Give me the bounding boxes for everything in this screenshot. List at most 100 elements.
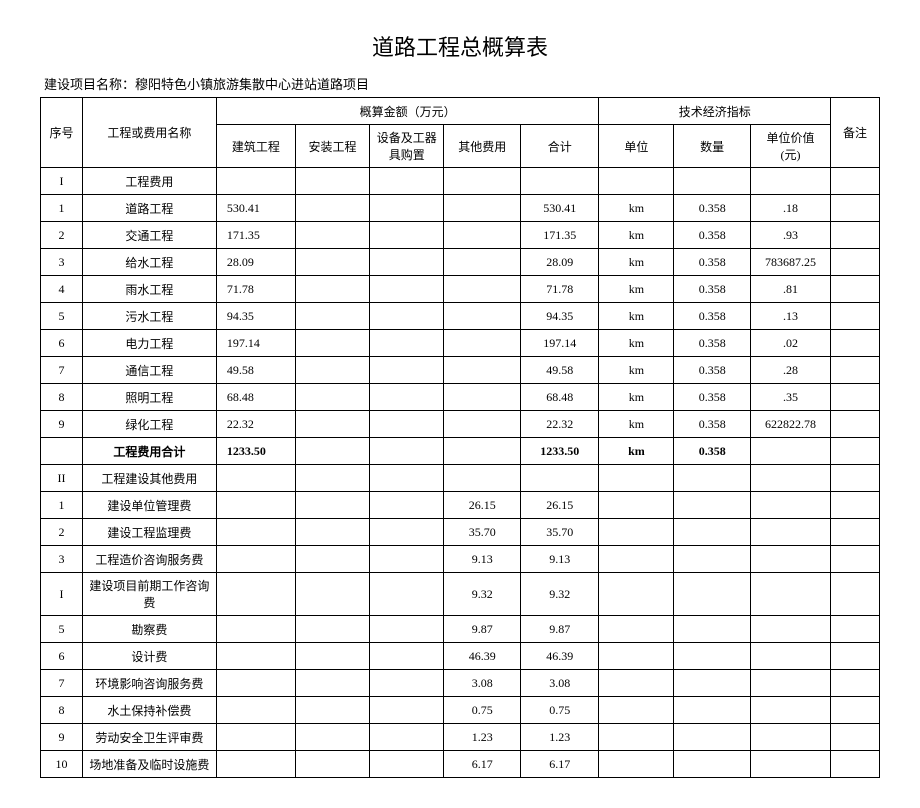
cell-c7: 0.358 [674,249,751,276]
cell-c7 [674,751,751,778]
cell-c2 [295,643,369,670]
cell-c2 [295,411,369,438]
cell-c4: 6.17 [444,751,521,778]
cell-c1: 68.48 [216,384,295,411]
cell-c5 [521,168,599,195]
cell-c7: 0.358 [674,195,751,222]
cell-c7: 0.358 [674,438,751,465]
cell-seq: 8 [41,384,83,411]
cell-c4: 1.23 [444,724,521,751]
cell-c1 [216,724,295,751]
cell-c2 [295,546,369,573]
cell-c4: 9.32 [444,573,521,616]
cell-c4: 46.39 [444,643,521,670]
cell-name: 劳动安全卫生评审费 [83,724,217,751]
cell-c2 [295,492,369,519]
table-row: 3工程造价咨询服务费9.139.13 [41,546,880,573]
cell-c3 [370,438,444,465]
cell-c5: 35.70 [521,519,599,546]
table-row: 3给水工程28.0928.09km0.358783687.25 [41,249,880,276]
cell-name: 建设工程监理费 [83,519,217,546]
table-row: 2交通工程171.35171.35km0.358.93 [41,222,880,249]
cell-c3 [370,303,444,330]
cell-seq: 9 [41,724,83,751]
cell-c4 [444,222,521,249]
cell-c7 [674,465,751,492]
cell-c8 [750,519,830,546]
cell-c9 [831,222,880,249]
cell-c1 [216,546,295,573]
cell-c8: 783687.25 [750,249,830,276]
cell-c2 [295,276,369,303]
cell-c7 [674,573,751,616]
cell-c4 [444,195,521,222]
cell-name: 工程费用合计 [83,438,217,465]
cell-c5: 9.87 [521,616,599,643]
cell-c5: 530.41 [521,195,599,222]
cell-c7: 0.358 [674,276,751,303]
cell-c4 [444,168,521,195]
cell-c4 [444,276,521,303]
cell-c9 [831,357,880,384]
cell-c5: 9.13 [521,546,599,573]
table-row: 8照明工程68.4868.48km0.358.35 [41,384,880,411]
cell-c7: 0.358 [674,330,751,357]
cell-c9 [831,411,880,438]
cell-c9 [831,573,880,616]
cell-seq: I [41,573,83,616]
cell-c1 [216,519,295,546]
cell-c1: 28.09 [216,249,295,276]
cell-name: 交通工程 [83,222,217,249]
cell-c3 [370,411,444,438]
cell-c6: km [599,195,674,222]
cell-name: 环境影响咨询服务费 [83,670,217,697]
cell-c1: 49.58 [216,357,295,384]
cell-c3 [370,492,444,519]
cell-c1: 22.32 [216,411,295,438]
header-total: 合计 [521,125,599,168]
cell-seq: 1 [41,195,83,222]
cell-c4 [444,411,521,438]
header-other: 其他费用 [444,125,521,168]
cell-c4 [444,438,521,465]
cell-name: 设计费 [83,643,217,670]
cell-name: 场地准备及临时设施费 [83,751,217,778]
cell-seq: 5 [41,616,83,643]
cell-c8 [750,546,830,573]
cell-c7: 0.358 [674,303,751,330]
table-row: 8水土保持补偿费0.750.75 [41,697,880,724]
cell-name: 给水工程 [83,249,217,276]
header-qty: 数量 [674,125,751,168]
cell-c3 [370,249,444,276]
cell-seq: 2 [41,519,83,546]
header-unit: 单位 [599,125,674,168]
cell-c1 [216,492,295,519]
cell-name: 建设项目前期工作咨询费 [83,573,217,616]
cell-seq: II [41,465,83,492]
cell-c2 [295,195,369,222]
cell-c3 [370,357,444,384]
cell-c1: 94.35 [216,303,295,330]
cell-c6 [599,724,674,751]
cell-c9 [831,303,880,330]
table-row: 10场地准备及临时设施费6.176.17 [41,751,880,778]
cell-c5: 94.35 [521,303,599,330]
cell-c8: .81 [750,276,830,303]
cell-c5: 22.32 [521,411,599,438]
cell-c5: 0.75 [521,697,599,724]
cell-c4: 9.87 [444,616,521,643]
cell-c1 [216,643,295,670]
table-row: 7环境影响咨询服务费3.083.08 [41,670,880,697]
cell-name: 绿化工程 [83,411,217,438]
cell-c3 [370,195,444,222]
cell-c8 [750,492,830,519]
cell-c8 [750,751,830,778]
cell-c8 [750,168,830,195]
budget-table: 序号 工程或费用名称 概算金额（万元） 技术经济指标 备注 建筑工程 安装工程 … [40,97,880,778]
cell-name: 通信工程 [83,357,217,384]
cell-c6 [599,519,674,546]
cell-seq: 3 [41,249,83,276]
cell-c7: 0.358 [674,411,751,438]
cell-c6: km [599,249,674,276]
table-row: 1建设单位管理费26.1526.15 [41,492,880,519]
